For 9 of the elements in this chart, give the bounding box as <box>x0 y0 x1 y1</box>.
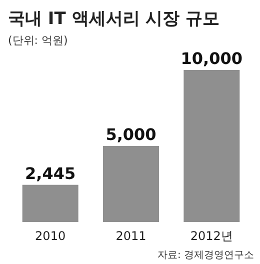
chart-subtitle: (단위: 억원) <box>8 34 68 47</box>
chart-title: 국내 IT 액세서리 시장 규모 <box>8 9 220 29</box>
x-tick-label: 2010 <box>35 229 66 243</box>
text: 자료: 경제경영연구소 <box>157 250 254 261</box>
x-tick-label: 2012년 <box>190 229 233 243</box>
x-tick-label: 2011 <box>116 229 146 243</box>
data-label: 2,445 <box>25 164 76 183</box>
data-label: 5,000 <box>106 125 156 144</box>
data-label: 10,000 <box>180 49 243 68</box>
